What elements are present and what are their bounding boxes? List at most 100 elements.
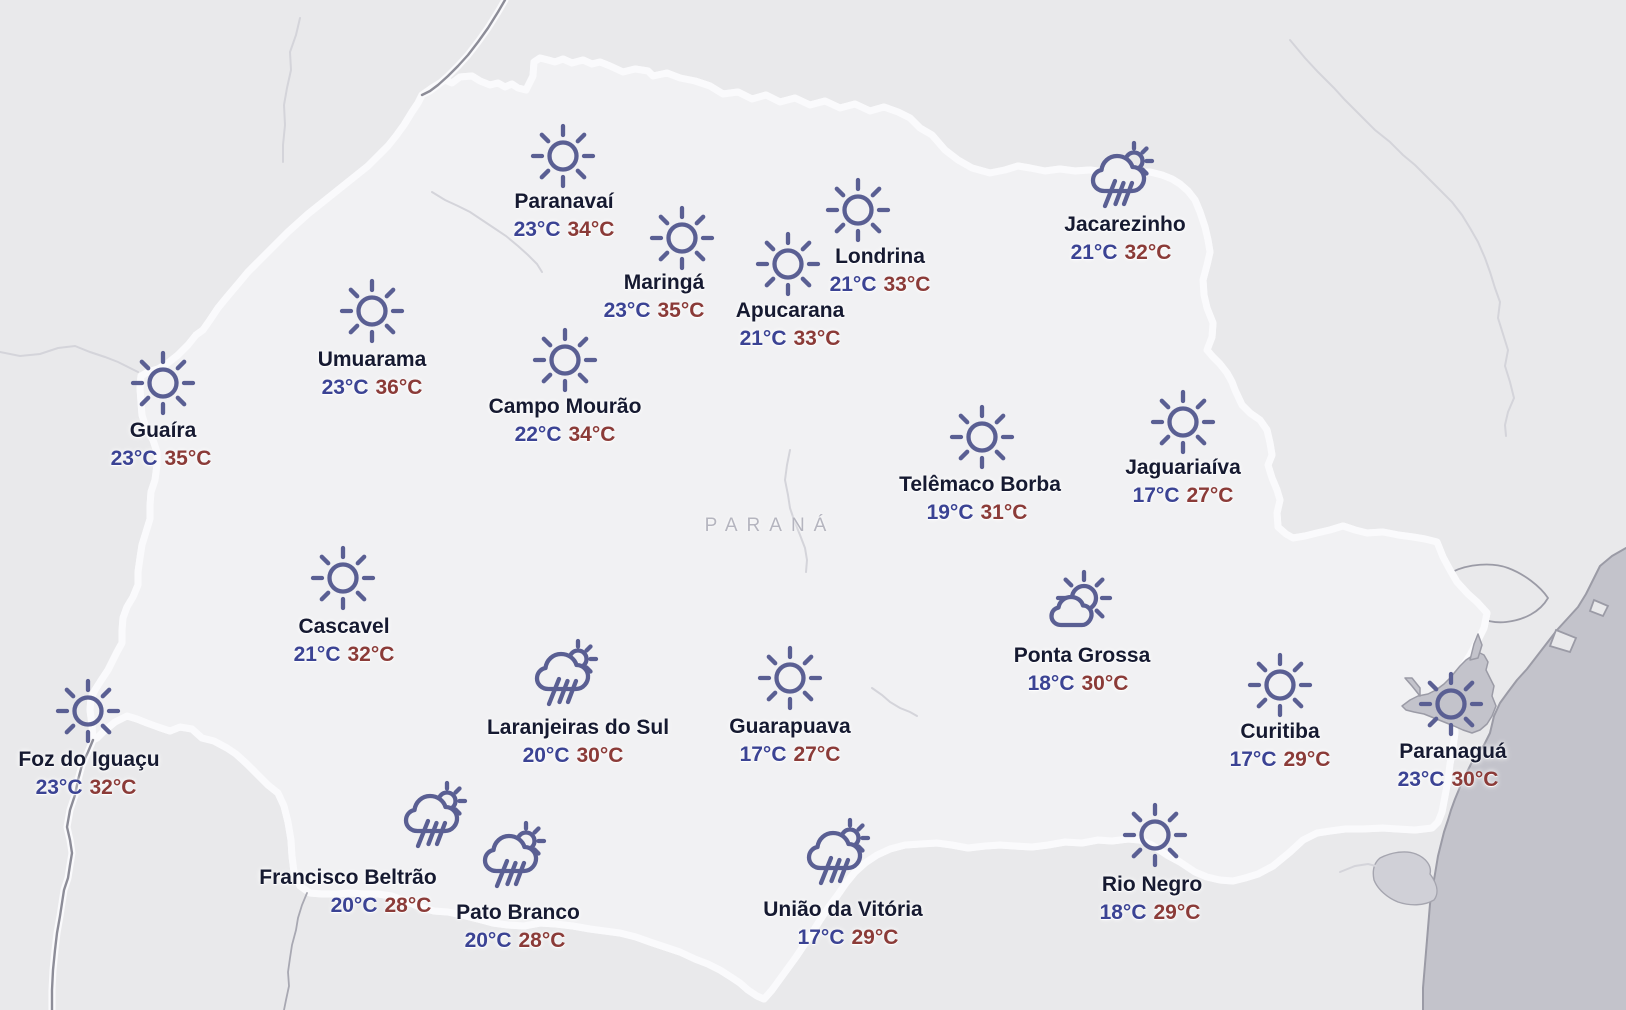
sun-weather-icon[interactable] bbox=[1119, 799, 1191, 871]
region-label: PARANÁ bbox=[704, 515, 836, 536]
city-name: Paranaguá bbox=[1399, 740, 1507, 763]
min-temp: 23°C bbox=[110, 447, 158, 470]
max-temp: 32°C bbox=[89, 776, 137, 799]
city-temps: 21°C 32°C bbox=[174, 641, 514, 669]
max-temp: 28°C bbox=[518, 929, 566, 952]
sun-weather-icon[interactable] bbox=[1244, 649, 1316, 721]
min-temp: 23°C bbox=[321, 376, 369, 399]
sun-cloud-weather-icon[interactable] bbox=[1044, 568, 1116, 640]
island bbox=[1548, 628, 1578, 654]
min-temp: 18°C bbox=[1027, 672, 1075, 695]
min-temp: 19°C bbox=[926, 501, 974, 524]
city-temps: 23°C 35°C bbox=[0, 445, 331, 473]
city-name: Laranjeiras do Sul bbox=[486, 716, 670, 739]
min-temp: 21°C bbox=[293, 643, 341, 666]
min-temp: 17°C bbox=[1132, 484, 1180, 507]
sun-weather-icon[interactable] bbox=[127, 347, 199, 419]
rain-weather-icon[interactable] bbox=[532, 638, 604, 710]
max-temp: 34°C bbox=[567, 218, 615, 241]
city-temps: 17°C 29°C bbox=[1110, 746, 1450, 774]
sun-weather-icon[interactable] bbox=[52, 675, 124, 747]
outer-borders bbox=[48, 0, 509, 1010]
city-name: Jaguariaíva bbox=[1125, 456, 1241, 479]
city-temps: 23°C 35°C bbox=[484, 297, 824, 325]
city-temps: 21°C 33°C bbox=[710, 271, 1050, 299]
sun-weather-icon[interactable] bbox=[307, 542, 379, 614]
ocean bbox=[1423, 548, 1626, 1010]
city-temps: 17°C 29°C bbox=[678, 924, 1018, 952]
max-temp: 27°C bbox=[793, 743, 841, 766]
max-temp: 30°C bbox=[1081, 672, 1129, 695]
city-temps: 23°C 30°C bbox=[1278, 766, 1618, 794]
min-temp: 23°C bbox=[35, 776, 83, 799]
rain-weather-icon[interactable] bbox=[480, 820, 552, 892]
min-temp: 17°C bbox=[797, 926, 845, 949]
city-temps: 20°C 28°C bbox=[345, 927, 685, 955]
city-name: Guaíra bbox=[129, 419, 197, 442]
min-temp: 20°C bbox=[522, 744, 570, 767]
city-temps: 17°C 27°C bbox=[620, 741, 960, 769]
city-name: Campo Mourão bbox=[488, 395, 642, 418]
rain-weather-icon[interactable] bbox=[804, 817, 876, 889]
city-temps: 19°C 31°C bbox=[807, 499, 1147, 527]
river bbox=[283, 892, 308, 1010]
city-name: Apucarana bbox=[735, 299, 845, 322]
min-temp: 20°C bbox=[330, 894, 378, 917]
rain-weather-icon[interactable] bbox=[1088, 140, 1160, 212]
max-temp: 35°C bbox=[164, 447, 212, 470]
city-name: Telêmaco Borba bbox=[899, 473, 1061, 496]
max-temp: 28°C bbox=[384, 894, 432, 917]
city-name: Umuarama bbox=[317, 348, 427, 371]
city-name: Foz do Iguaçu bbox=[18, 748, 160, 771]
guaratuba-lagoon bbox=[1372, 851, 1438, 906]
bay-arm bbox=[1404, 677, 1421, 697]
min-temp: 21°C bbox=[739, 327, 787, 350]
sun-weather-icon[interactable] bbox=[527, 120, 599, 192]
city-temps: 20°C 30°C bbox=[403, 742, 743, 770]
rain-weather-icon[interactable] bbox=[401, 780, 473, 852]
max-temp: 27°C bbox=[1186, 484, 1234, 507]
min-temp: 21°C bbox=[829, 273, 877, 296]
sun-weather-icon[interactable] bbox=[754, 642, 826, 714]
min-temp: 17°C bbox=[739, 743, 787, 766]
min-temp: 23°C bbox=[1397, 768, 1445, 791]
island bbox=[1588, 598, 1610, 618]
sun-weather-icon[interactable] bbox=[822, 174, 894, 246]
city-temps: 21°C 33°C bbox=[620, 325, 960, 353]
city-name: Guarapuava bbox=[729, 715, 851, 738]
max-temp: 32°C bbox=[347, 643, 395, 666]
city-name: Francisco Beltrão bbox=[259, 866, 437, 889]
sun-weather-icon[interactable] bbox=[529, 324, 601, 396]
max-temp: 32°C bbox=[1124, 241, 1172, 264]
city-temps: 23°C 32°C bbox=[0, 774, 256, 802]
max-temp: 34°C bbox=[568, 423, 616, 446]
min-temp: 20°C bbox=[464, 929, 512, 952]
city-name: Ponta Grossa bbox=[1013, 644, 1151, 667]
sun-weather-icon[interactable] bbox=[336, 275, 408, 347]
city-name: Paranavaí bbox=[514, 190, 614, 213]
bay-arm bbox=[1469, 633, 1483, 661]
city-name: Jacarezinho bbox=[1064, 213, 1186, 236]
sun-weather-icon[interactable] bbox=[1147, 386, 1219, 458]
city-name: Maringá bbox=[623, 271, 705, 294]
min-temp: 23°C bbox=[603, 299, 651, 322]
max-temp: 30°C bbox=[576, 744, 624, 767]
city-name: Cascavel bbox=[298, 615, 390, 638]
min-temp: 17°C bbox=[1229, 748, 1277, 771]
min-temp: 21°C bbox=[1070, 241, 1118, 264]
city-name: Londrina bbox=[835, 245, 925, 268]
city-temps: 17°C 27°C bbox=[1013, 482, 1353, 510]
min-temp: 23°C bbox=[513, 218, 561, 241]
sun-weather-icon[interactable] bbox=[1415, 668, 1487, 740]
city-name: União da Vitória bbox=[763, 898, 923, 921]
city-temps: 18°C 29°C bbox=[980, 899, 1320, 927]
max-temp: 30°C bbox=[1451, 768, 1499, 791]
sun-weather-icon[interactable] bbox=[646, 202, 718, 274]
max-temp: 36°C bbox=[375, 376, 423, 399]
sun-weather-icon[interactable] bbox=[946, 401, 1018, 473]
sun-weather-icon[interactable] bbox=[752, 228, 824, 300]
city-name: Curitiba bbox=[1240, 720, 1320, 743]
city-temps: 21°C 32°C bbox=[951, 239, 1291, 267]
